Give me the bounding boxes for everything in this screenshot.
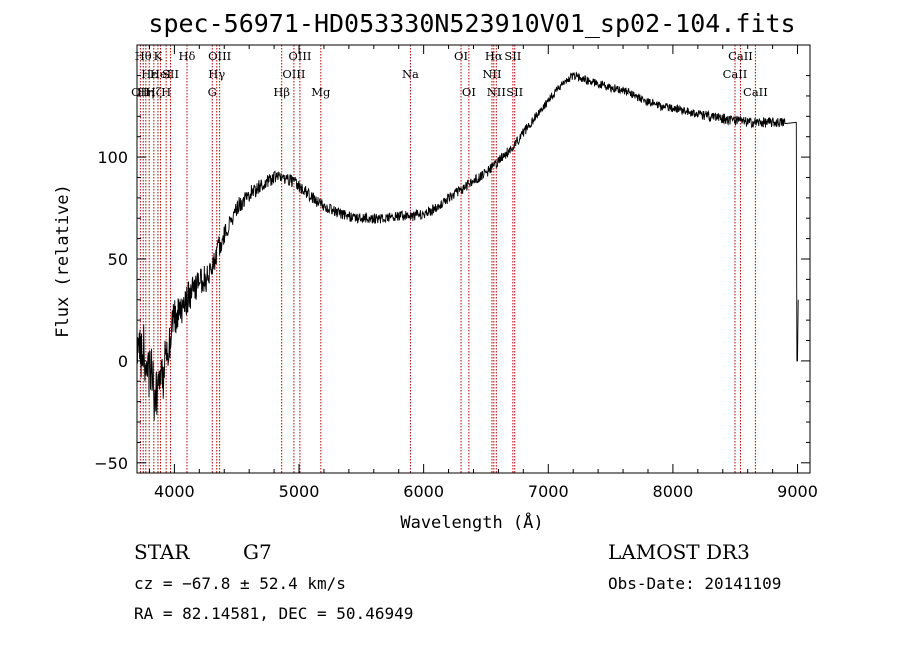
line-label: G: [208, 85, 217, 99]
line-label: NII: [482, 67, 501, 81]
y-tick-label: 50: [108, 250, 128, 269]
line-label: Hα: [485, 49, 503, 63]
line-label: CaII: [728, 49, 753, 63]
line-label: NII: [487, 85, 506, 99]
line-label: Hη: [137, 85, 154, 99]
x-axis-label: Wavelength (Å): [400, 511, 543, 533]
line-label: OIII: [282, 67, 305, 81]
line-label: Hε: [141, 67, 157, 81]
line-label: OIII: [288, 49, 311, 63]
line-label: Na: [402, 67, 419, 81]
object-subclass: G7: [243, 540, 272, 564]
line-label: HeI: [150, 67, 171, 81]
y-tick-label: 0: [118, 352, 128, 371]
y-axis-label: Flux (relative): [53, 184, 73, 338]
x-tick-label: 8000: [653, 482, 694, 501]
line-label: OII: [131, 85, 150, 99]
x-axis-ticks: 4000 5000 6000 7000 8000 9000: [148, 45, 818, 501]
x-tick-label: 4000: [154, 482, 195, 501]
emission-line-labels: OII Hθ Hη Hε Hζ K HeI H SII Hδ G Hγ OIII Hβ OIII OIII Mg…: [131, 49, 768, 99]
plot-frame: [136, 44, 811, 474]
chart-title: spec-56971-HD053330N523910V01_sp02-104.f…: [148, 9, 795, 38]
spectrum-series: [136, 71, 799, 421]
line-label: K: [154, 49, 163, 63]
emission-line-markers: [139, 45, 756, 473]
survey-name: LAMOST DR3: [608, 540, 750, 564]
line-label: OIII: [208, 49, 231, 63]
line-label: SII: [504, 49, 521, 63]
x-tick-label: 7000: [528, 482, 569, 501]
line-label: OI: [462, 85, 476, 99]
spectrum-line: [136, 71, 799, 421]
line-label: Hζ: [146, 85, 162, 99]
coordinates-readout: RA = 82.14581, DEC = 50.46949: [134, 604, 414, 623]
redshift-readout: cz = −67.8 ± 52.4 km/s: [134, 574, 346, 593]
line-label: Hδ: [178, 49, 195, 63]
x-tick-label: 6000: [403, 482, 444, 501]
line-label: Hγ: [208, 67, 225, 81]
line-label: H: [161, 85, 171, 99]
observation-date: Obs-Date: 20141109: [608, 574, 782, 593]
y-tick-label: −50: [94, 454, 128, 473]
x-tick-label: 5000: [279, 482, 320, 501]
line-label: CaII: [743, 85, 768, 99]
x-tick-label: 9000: [777, 482, 818, 501]
y-tick-label: 100: [97, 148, 128, 167]
line-label: CaII: [723, 67, 748, 81]
line-label: Hβ: [273, 85, 290, 99]
object-class: STAR: [134, 540, 190, 564]
y-axis-ticks: −50 0 50 100: [94, 75, 810, 473]
line-label: Hθ: [135, 49, 152, 63]
line-label: SII: [506, 85, 523, 99]
line-label: Mg: [311, 85, 331, 99]
line-label: OI: [454, 49, 468, 63]
line-label: SII: [162, 67, 179, 81]
